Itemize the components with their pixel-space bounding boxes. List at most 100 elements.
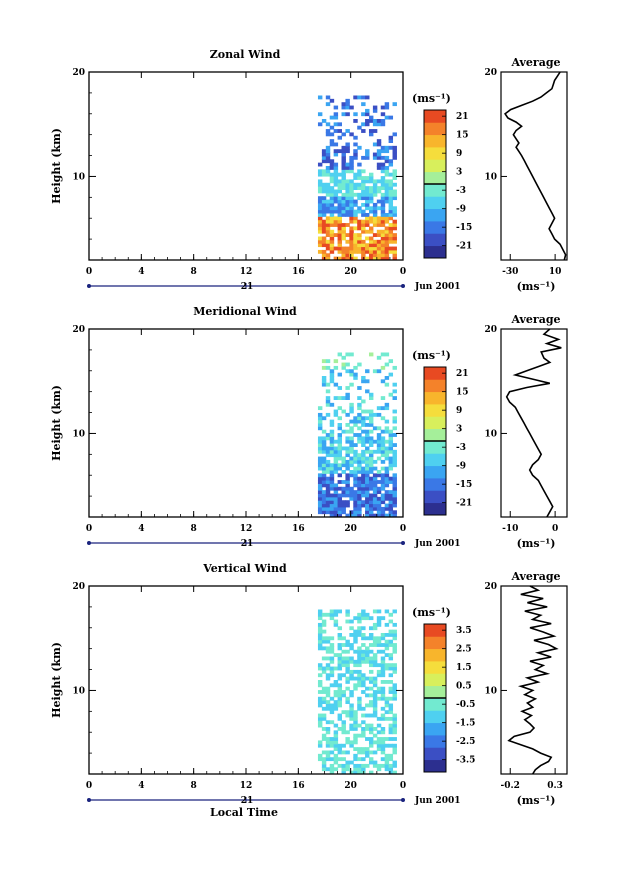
heatmap-cell [325,122,331,127]
day-bar [87,283,405,289]
heatmap-cell [368,700,374,704]
heatmap-cell [372,639,378,644]
heatmap-cell [353,456,358,461]
heatmap-cell [357,463,362,468]
heatmap-cell [345,737,350,741]
heatmap-cell [357,673,362,678]
heatmap-cell [341,743,346,748]
heatmap-cell [361,626,366,631]
x-tick-label: 20 [344,781,357,791]
heatmap-cell [329,449,335,454]
heatmap-cell [353,506,358,511]
heatmap-cell [317,206,323,211]
heatmap-cell [380,500,386,505]
heatmap-cell [372,480,378,484]
heatmap-cell [349,249,354,254]
heatmap-cell [329,463,335,468]
heatmap-cell [321,622,327,627]
heatmap-cell [384,216,390,221]
heatmap-cell [333,730,339,735]
heatmap-cell [353,723,358,728]
heatmap-cell [337,396,343,400]
heatmap-cell [357,513,362,518]
heatmap-cell [372,369,378,374]
heatmap-cell [388,493,394,498]
heatmap-cell [321,429,327,434]
heatmap-cell [353,636,358,641]
heatmap-cell [321,209,327,214]
heatmap-cell [329,172,335,177]
heatmap-cell [384,609,390,614]
heatmap-cell [357,396,362,400]
heatmap-cell [392,496,397,501]
heatmap-cell [353,119,358,123]
heatmap-cell [345,459,350,464]
heatmap-cell [349,473,354,478]
heatmap-cell [357,162,362,167]
heatmap-cell [337,503,343,508]
heatmap-cell [333,753,339,758]
heatmap-cell [337,439,343,444]
heatmap-cell [329,209,335,214]
heatmap-cell [349,243,354,248]
heatmap-cell [321,666,327,671]
heatmap-cell [345,476,350,481]
heatmap-cell [376,690,382,694]
heatmap-cell [325,506,331,511]
heatmap-cell [365,456,370,461]
profile-y-tick-label: 10 [484,429,497,439]
heatmap-cell [321,152,327,157]
heatmap-cell [384,402,390,407]
heatmap-cell [321,619,327,624]
heatmap-cell [361,249,366,254]
heatmap-cell [321,226,327,231]
profile-x-tick-label: -10 [502,524,518,534]
heatmap-cell [341,490,346,494]
heatmap-cell [357,219,362,224]
heatmap-cell [380,493,386,498]
heatmap-cell [384,219,390,224]
heatmap-cell [333,456,339,461]
heatmap-cell [333,690,339,694]
heatmap-cell [380,186,386,190]
heatmap-cell [357,125,362,130]
heatmap-cell [376,253,382,258]
heatmap-cell [388,656,394,661]
colorbar-segment [424,453,446,467]
heatmap-cell [376,473,382,478]
heatmap-cell [372,740,378,745]
heatmap-cell [333,446,339,451]
heatmap-cell [329,609,335,614]
heatmap-cell [345,483,350,488]
heatmap-cell [361,439,366,444]
heatmap-cell [357,656,362,661]
heatmap-cell [325,446,331,451]
heatmap-cell [380,730,386,735]
heatmap-cell [349,459,354,464]
heatmap-cell [361,713,366,718]
heatmap-cell [372,466,378,471]
heatmap-cell [368,723,374,728]
heatmap-cell [361,155,366,160]
heatmap-cell [317,209,323,214]
heatmap-cell [368,476,374,481]
heatmap-cell [325,436,331,441]
heatmap-cell [329,757,335,762]
heatmap-cell [321,493,327,498]
heatmap-cell [376,206,382,211]
heatmap-cell [329,219,335,224]
heatmap-cell [357,233,362,237]
heatmap-cell [376,189,382,194]
heatmap-cell [388,229,394,234]
heatmap-cell [376,686,382,691]
heatmap-cell [325,753,331,758]
heatmap-cell [341,145,346,150]
heatmap-cell [353,510,358,515]
heatmap-cell [349,419,354,424]
heatmap-cell [333,680,339,684]
heatmap-cell [349,199,354,204]
heatmap-cell [365,119,370,123]
heatmap-cell [337,633,343,637]
heatmap-cell [317,683,323,688]
heatmap-cell [329,443,335,447]
